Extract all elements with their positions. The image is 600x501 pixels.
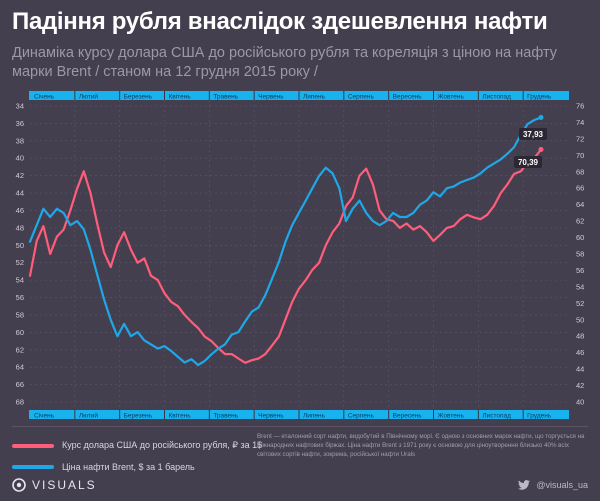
visuals-logo-icon (12, 478, 26, 492)
y-left-tick-label: 40 (16, 154, 24, 163)
month-label-top: Квітень (169, 93, 192, 101)
month-label-bottom: Серпень (348, 413, 375, 420)
y-left-tick-label: 58 (16, 310, 24, 319)
y-left-tick-label: 38 (16, 136, 24, 145)
y-right-tick-label: 58 (576, 250, 584, 259)
month-label-bottom: Липень (303, 413, 326, 420)
footer-divider (12, 426, 588, 427)
y-left-tick-label: 52 (16, 258, 24, 267)
y-right-tick-label: 72 (576, 134, 584, 143)
line-chart: Січень Січень Лютий Лютий Березень Березень Кв… (16, 91, 584, 420)
y-left-tick-label: 46 (16, 206, 24, 215)
y-right-tick-label: 56 (576, 266, 584, 275)
brand-name: VISUALS (32, 478, 97, 492)
month-label-bottom: Червень (258, 413, 284, 420)
month-label-bottom: Травень (213, 413, 238, 420)
month-label-bottom: Листопад (482, 413, 511, 420)
page-subtitle: Динаміка курсу долара США до російського… (12, 45, 557, 80)
month-label-top: Січень (34, 93, 55, 101)
y-right-tick-label: 42 (576, 381, 584, 390)
twitter-handle-text: @visuals_ua (536, 480, 588, 490)
brand-logo[interactable]: VISUALS (12, 478, 97, 492)
y-left-tick-label: 34 (16, 102, 24, 111)
y-left-tick-label: 48 (16, 223, 24, 232)
month-label-top: Листопад (482, 94, 511, 101)
month-label-top: Жовтень (438, 94, 465, 101)
series-end-marker (538, 115, 544, 121)
y-right-tick-label: 46 (576, 348, 584, 357)
y-right-tick-label: 60 (576, 233, 584, 242)
month-label-top: Червень (258, 94, 284, 101)
y-left-tick-label: 54 (16, 276, 24, 285)
y-right-tick-label: 66 (576, 184, 584, 193)
month-label-top: Лютий (79, 93, 99, 101)
y-right-tick-label: 48 (576, 332, 584, 341)
month-label-bottom: Жовтень (438, 413, 465, 420)
month-label-top: Травень (213, 94, 238, 101)
month-label-bottom: Грудень (527, 413, 552, 420)
month-label-top: Вересень (393, 94, 423, 101)
y-right-tick-label: 76 (576, 102, 584, 111)
legend-item-brent: Ціна нафти Brent, $ за 1 барель (12, 462, 262, 472)
month-label-top: Грудень (527, 94, 552, 101)
month-label-bottom: Квітень (169, 412, 192, 420)
y-right-tick-label: 74 (576, 118, 584, 127)
month-label-top: Березень (124, 94, 153, 101)
y-right-tick-label: 62 (576, 217, 584, 226)
series-end-marker (538, 147, 544, 153)
y-left-tick-label: 56 (16, 293, 24, 302)
month-label-top: Серпень (348, 94, 375, 101)
month-label-bottom: Вересень (393, 413, 423, 420)
legend-label-rub: Курс долара США до російського рубля, ₽ … (62, 440, 263, 450)
y-left-tick-label: 68 (16, 398, 24, 407)
page-title: Падіння рубля внаслідок здешевлення нафт… (12, 8, 548, 35)
y-right-tick-label: 64 (576, 200, 584, 209)
legend-swatch-rub (12, 443, 54, 448)
y-right-tick-label: 40 (576, 398, 584, 407)
y-left-tick-label: 64 (16, 363, 24, 372)
y-right-tick-label: 52 (576, 299, 584, 308)
y-left-tick-label: 62 (16, 345, 24, 354)
y-right-tick-label: 44 (576, 365, 584, 374)
y-right-tick-label: 54 (576, 282, 584, 291)
chart-legend: Курс долара США до російського рубля, ₽ … (12, 440, 262, 483)
twitter-handle[interactable]: @visuals_ua (518, 480, 588, 490)
legend-swatch-brent (12, 465, 54, 469)
series-line-rub (28, 148, 543, 364)
y-left-tick-label: 44 (16, 189, 24, 198)
month-label-bottom: Лютий (79, 412, 99, 420)
y-right-tick-label: 68 (576, 167, 584, 176)
annotation-box-rub (519, 128, 547, 140)
month-label-top: Липень (303, 94, 326, 101)
y-left-tick-label: 50 (16, 241, 24, 250)
month-label-bottom: Березень (124, 413, 153, 420)
y-right-tick-label: 50 (576, 315, 584, 324)
legend-item-rub: Курс долара США до російського рубля, ₽ … (12, 440, 262, 451)
y-left-tick-label: 60 (16, 328, 24, 337)
y-left-tick-label: 42 (16, 171, 24, 180)
series-line-brent (28, 116, 543, 367)
legend-label-brent: Ціна нафти Brent, $ за 1 барель (62, 462, 195, 472)
brent-footnote: Brent — еталонний сорт нафти, видобутий … (257, 433, 585, 458)
twitter-icon (518, 480, 531, 490)
annotation-label-rub: 37,93 (523, 130, 544, 139)
annotation-box-brent (514, 156, 542, 168)
y-right-tick-label: 70 (576, 151, 584, 160)
month-label-bottom: Січень (34, 412, 55, 420)
annotation-label-brent: 70,39 (518, 158, 539, 167)
y-left-tick-label: 66 (16, 380, 24, 389)
y-left-tick-label: 36 (16, 119, 24, 128)
